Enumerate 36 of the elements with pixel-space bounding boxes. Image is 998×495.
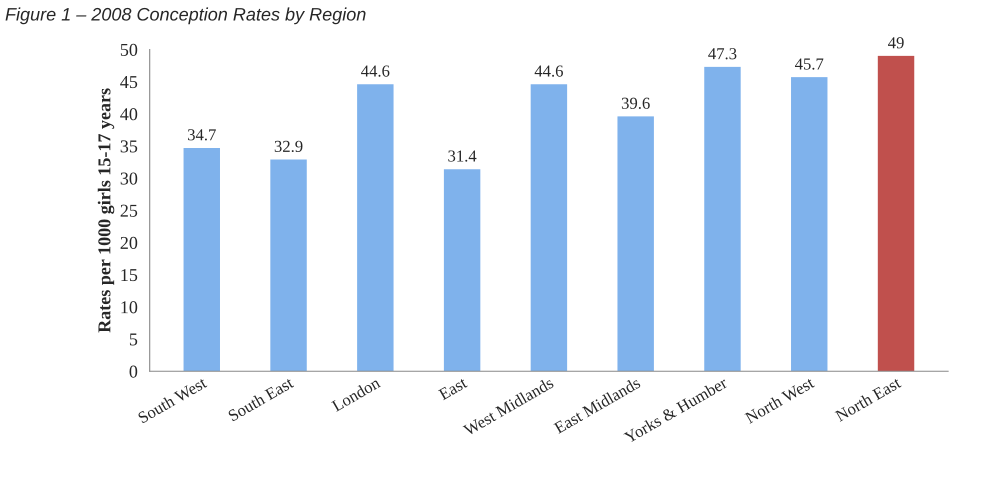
y-tick-label: 0 xyxy=(130,366,138,378)
x-tick-label: South West xyxy=(137,376,208,424)
bar xyxy=(530,84,568,372)
data-label: 32.9 xyxy=(274,140,302,152)
bar xyxy=(878,56,914,372)
y-tick-label: 45 xyxy=(120,76,138,88)
y-tick-label: 30 xyxy=(120,172,138,185)
bar xyxy=(791,77,828,372)
y-tick-label: 15 xyxy=(121,269,138,282)
data-label: 39.6 xyxy=(622,98,650,109)
x-tick-label: East xyxy=(438,376,468,400)
bar xyxy=(270,160,307,372)
y-tick-label: 5 xyxy=(130,334,138,346)
bar xyxy=(617,116,654,372)
y-tick-label: 20 xyxy=(120,236,138,249)
y-tick-label: 50 xyxy=(120,44,138,56)
data-label: 45.7 xyxy=(794,58,824,70)
y-tick-label: 40 xyxy=(120,108,138,120)
x-tick-label: South East xyxy=(227,376,294,422)
bar xyxy=(184,148,220,372)
data-label: 44.6 xyxy=(534,65,563,77)
y-tick-label: 25 xyxy=(120,204,138,217)
data-label: 49 xyxy=(888,37,904,48)
y-tick-label: 10 xyxy=(121,301,138,314)
x-tick-label: North West xyxy=(744,376,816,424)
bar xyxy=(357,84,394,372)
x-tick-label: North East xyxy=(834,376,902,422)
data-label: 47.3 xyxy=(708,48,736,60)
data-label: 31.4 xyxy=(448,150,476,162)
chart-title: Figure 1 – 2008 Conception Rates by Region xyxy=(6,7,366,24)
y-axis-title: Rates per 1000 girls 15-17 years xyxy=(98,88,114,333)
bar xyxy=(444,169,480,372)
data-label: 34.7 xyxy=(188,129,216,140)
bar xyxy=(704,66,741,372)
data-label: 44.6 xyxy=(361,65,390,77)
y-tick-label: 35 xyxy=(120,140,138,152)
